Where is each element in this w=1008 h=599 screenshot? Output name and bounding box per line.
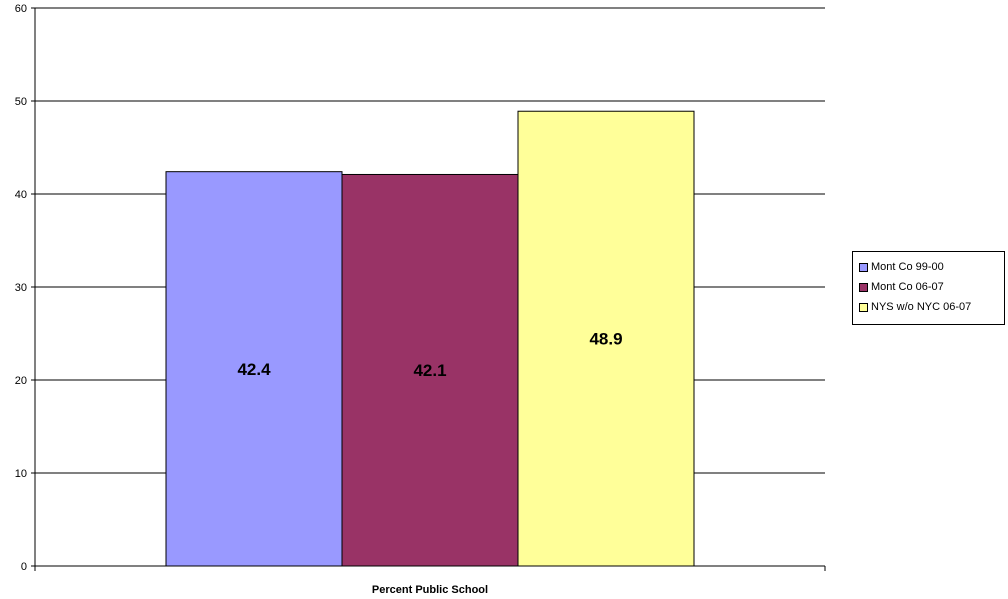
axes (34, 8, 825, 567)
y-tick-label: 0 (21, 561, 27, 573)
legend: Mont Co 99-00 Mont Co 06-07 NYS w/o NYC 06… (852, 251, 1005, 325)
data-label-series-2: 42.1 (413, 361, 446, 380)
data-labels: 42.4 42.1 48.9 (237, 330, 622, 381)
legend-swatch (859, 282, 868, 292)
bars (165, 110, 695, 567)
legend-swatch (859, 302, 868, 312)
legend-item: Mont Co 99-00 (859, 257, 1004, 277)
y-tick-label: 10 (15, 468, 27, 480)
y-tick-label: 60 (15, 3, 27, 15)
legend-label: Mont Co 99-00 (871, 261, 944, 273)
legend-label: Mont Co 06-07 (871, 281, 944, 293)
y-tick-label: 30 (15, 282, 27, 294)
data-label-series-3: 48.9 (589, 330, 622, 349)
y-tick-label: 40 (15, 189, 27, 201)
y-tick-label: 50 (15, 96, 27, 108)
x-axis-title: Percent Public School (372, 584, 488, 596)
data-label-series-1: 42.4 (237, 360, 271, 379)
legend-item: Mont Co 06-07 (859, 277, 1004, 297)
bar-series-1 (165, 171, 343, 567)
y-tick-labels: 0 10 20 30 40 50 60 (15, 3, 27, 573)
legend-swatch (859, 262, 868, 272)
bar-series-3 (517, 110, 695, 567)
legend-label: NYS w/o NYC 06-07 (871, 301, 972, 313)
legend-item: NYS w/o NYC 06-07 (859, 297, 1004, 317)
y-tick-label: 20 (15, 375, 27, 387)
